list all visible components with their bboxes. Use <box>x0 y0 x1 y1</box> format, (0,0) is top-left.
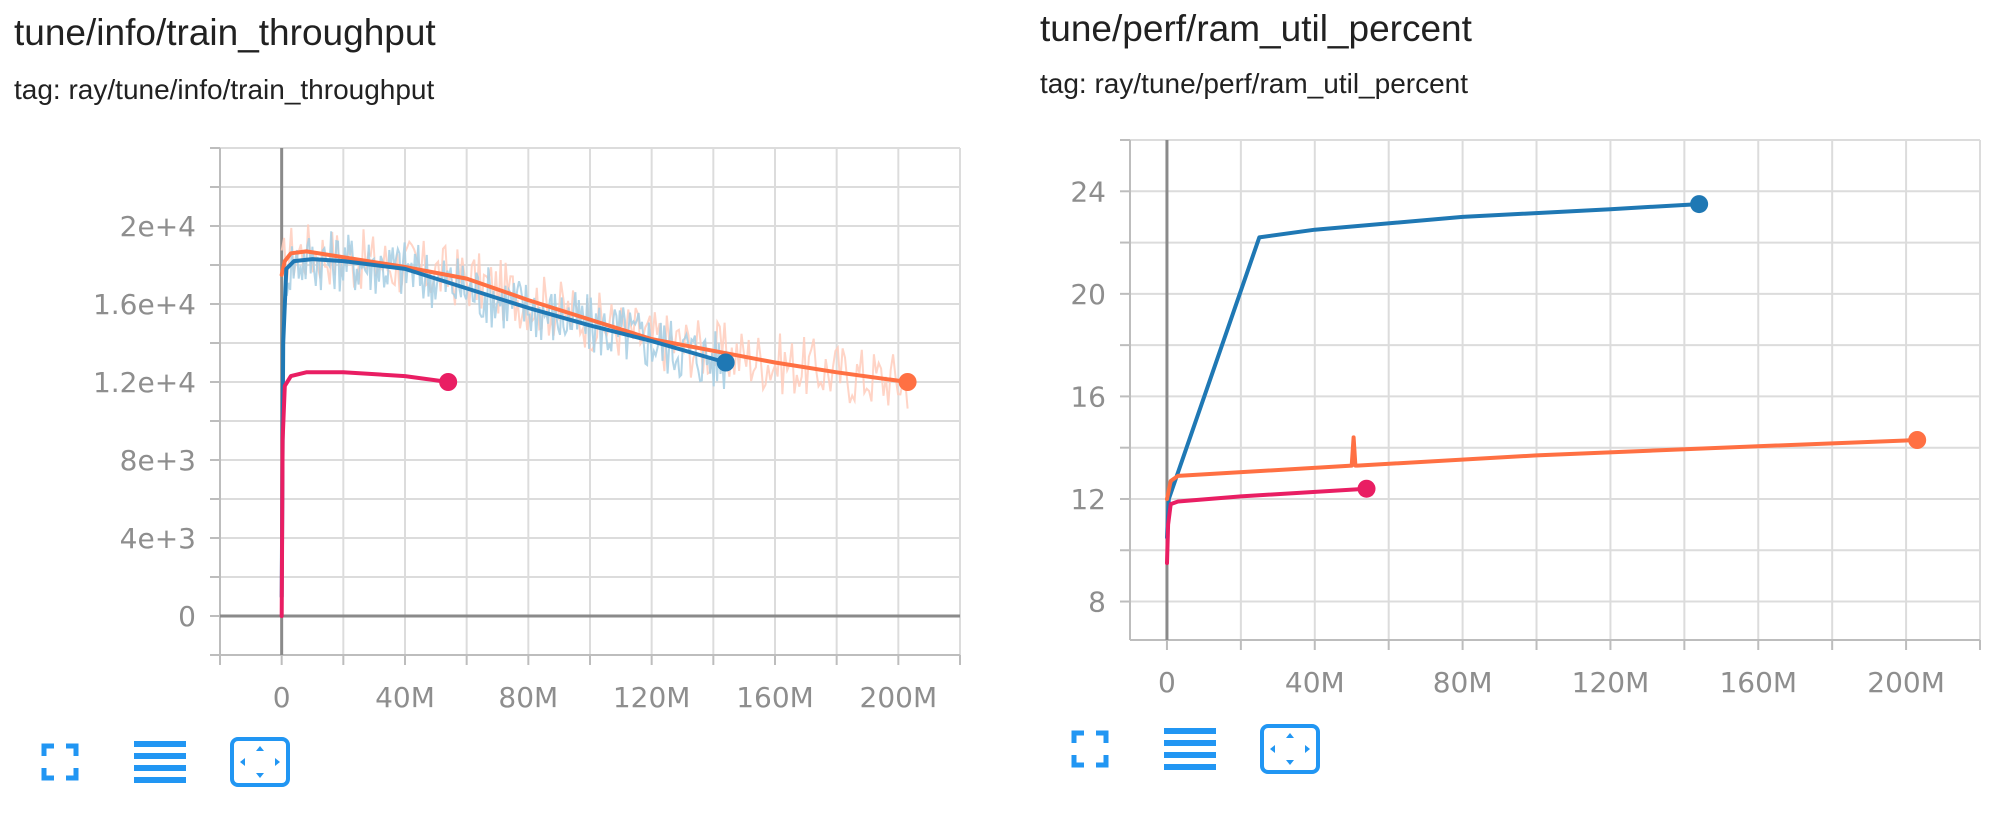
chart-card-ram-util: tune/perf/ram_util_percent tag: ray/tune… <box>1030 0 2000 822</box>
x-tick-label: 120M <box>1572 666 1650 699</box>
chart-toolbar <box>1060 722 1320 776</box>
fit-domain-icon <box>230 737 290 787</box>
series-line <box>1165 202 1702 540</box>
fit-domain-button[interactable] <box>1260 722 1320 776</box>
ram-util-chart[interactable]: 0 40M 80M 120M 160M 200M 8 12 16 20 24 <box>1030 0 2000 720</box>
x-tick-label: 160M <box>1719 666 1797 699</box>
series-end-point <box>1357 479 1376 498</box>
chart-card-train-throughput: tune/info/train_throughput tag: ray/tune… <box>0 0 990 822</box>
y-tick-label: 16 <box>1070 380 1106 413</box>
x-tick-label: 80M <box>498 681 558 714</box>
toggle-log-scale-icon <box>1164 728 1216 770</box>
fullscreen-icon <box>1071 730 1109 768</box>
fullscreen-icon <box>41 743 79 781</box>
chart-title: tune/info/train_throughput <box>14 12 436 53</box>
throughput-chart[interactable]: 0 40M 80M 120M 160M 200M 0 4e+3 8e+3 1.2e+4 1.6e+4… <box>0 0 990 720</box>
fullscreen-button[interactable] <box>30 735 90 789</box>
x-tick-label: 0 <box>1158 666 1176 699</box>
series-line <box>279 370 451 618</box>
fullscreen-button[interactable] <box>1060 722 1120 776</box>
series-line <box>1165 435 1920 501</box>
series-end-point <box>439 373 458 391</box>
series-end-point <box>1690 195 1709 214</box>
x-tick-label: 40M <box>1285 666 1345 699</box>
x-tick-label: 160M <box>736 681 814 714</box>
x-tick-label: 40M <box>375 681 435 714</box>
series-end-point <box>1908 431 1927 449</box>
toggle-log-scale-button[interactable] <box>1160 722 1220 776</box>
grid <box>210 147 961 665</box>
fit-domain-icon <box>1260 724 1320 774</box>
series-line <box>1165 486 1369 566</box>
y-tick-label: 2e+4 <box>120 210 196 243</box>
x-tick-label: 120M <box>613 681 691 714</box>
series-line <box>279 249 910 384</box>
x-tick-label: 200M <box>860 681 938 714</box>
y-tick-label: 24 <box>1070 175 1106 208</box>
fit-domain-button[interactable] <box>230 735 290 789</box>
series-end-point <box>898 373 917 391</box>
series-end-point <box>716 353 735 372</box>
chart-tag: tag: ray/tune/info/train_throughput <box>14 74 435 105</box>
chart-title: tune/perf/ram_util_percent <box>1040 8 1472 49</box>
series-raw-line <box>280 231 727 617</box>
y-tick-label: 12 <box>1070 483 1106 516</box>
toggle-log-scale-icon <box>134 741 186 783</box>
y-tick-label: 8 <box>1088 586 1106 619</box>
y-tick-label: 4e+3 <box>120 522 196 555</box>
y-tick-label: 8e+3 <box>120 444 196 477</box>
x-tick-label: 200M <box>1867 666 1945 699</box>
toggle-log-scale-button[interactable] <box>130 735 190 789</box>
y-tick-label: 20 <box>1070 278 1106 311</box>
series-raw-line <box>280 224 909 409</box>
chart-tag: tag: ray/tune/perf/ram_util_percent <box>1040 68 1469 99</box>
y-tick-label: 0 <box>178 600 196 633</box>
y-tick-label: 1.6e+4 <box>93 288 196 321</box>
y-tick-label: 1.2e+4 <box>93 366 196 399</box>
chart-toolbar <box>30 735 290 789</box>
x-tick-label: 0 <box>273 681 291 714</box>
grid <box>1120 139 1981 650</box>
series-line <box>279 257 728 599</box>
x-tick-label: 80M <box>1433 666 1493 699</box>
